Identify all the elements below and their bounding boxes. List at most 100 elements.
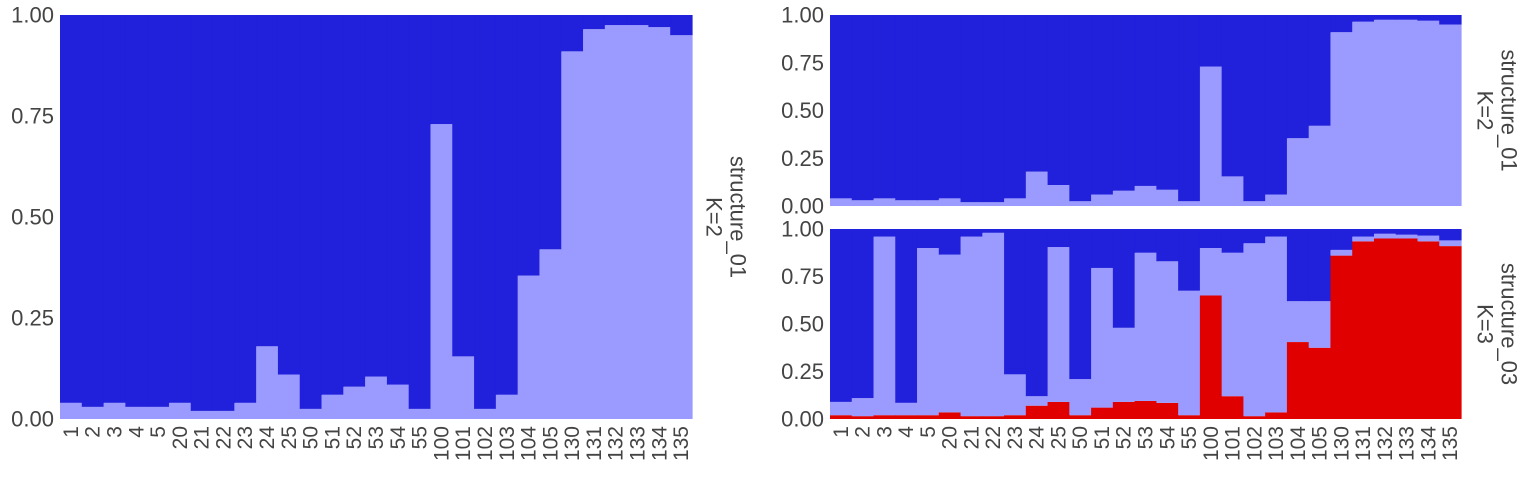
bar-segment-left-103-cluster1 bbox=[495, 15, 519, 395]
x-tick-label: 3 bbox=[103, 426, 126, 438]
bar-segment-right-bottom-130-cluster2 bbox=[1330, 249, 1353, 256]
y-tick-label: 1.00 bbox=[781, 217, 824, 242]
bar-segment-right-bottom-104-cluster2 bbox=[1286, 301, 1310, 343]
x-tick-label: 5 bbox=[917, 426, 940, 438]
bar-segment-left-102-cluster2 bbox=[474, 408, 497, 419]
x-tick-label: 134 bbox=[648, 426, 671, 461]
x-tick-label: 22 bbox=[982, 426, 1005, 449]
bar-segment-right-top-3-cluster1 bbox=[873, 15, 896, 199]
bar-segment-right-bottom-1-cluster3 bbox=[830, 415, 853, 419]
bar-segment-left-130-cluster1 bbox=[561, 15, 584, 52]
bar-segment-right-top-100-cluster1 bbox=[1199, 15, 1223, 67]
bar-segment-right-bottom-101-cluster2 bbox=[1221, 252, 1245, 397]
bar-segment-right-top-103-cluster2 bbox=[1265, 194, 1288, 206]
bar-segment-right-bottom-131-cluster1 bbox=[1352, 229, 1375, 237]
bar-segment-left-52-cluster1 bbox=[343, 15, 366, 387]
bar-segment-right-bottom-102-cluster1 bbox=[1243, 229, 1266, 244]
bar-segment-right-bottom-131-cluster2 bbox=[1352, 236, 1375, 242]
bar-segment-right-bottom-103-cluster1 bbox=[1265, 229, 1288, 237]
bar-segment-left-50-cluster1 bbox=[299, 15, 323, 409]
bar-segment-right-top-132-cluster1 bbox=[1373, 15, 1397, 20]
bar-segment-left-21-cluster1 bbox=[190, 15, 214, 411]
bar-segment-right-top-22-cluster1 bbox=[982, 15, 1005, 203]
bar-segment-right-bottom-133-cluster1 bbox=[1395, 229, 1419, 235]
y-tick-label: 0.75 bbox=[781, 50, 824, 75]
facet-strip-label: K=2 bbox=[702, 197, 727, 237]
bar-segment-right-top-133-cluster2 bbox=[1395, 19, 1419, 207]
bar-segment-right-top-24-cluster1 bbox=[1025, 15, 1049, 172]
bar-segment-right-top-130-cluster2 bbox=[1330, 32, 1353, 206]
bar-segment-right-top-2-cluster1 bbox=[851, 15, 875, 201]
y-tick-label: 0.50 bbox=[11, 205, 54, 230]
bar-segment-left-3-cluster1 bbox=[103, 15, 126, 403]
bar-segment-right-bottom-104-cluster3 bbox=[1286, 342, 1310, 419]
x-tick-label: 135 bbox=[1439, 426, 1462, 461]
x-tick-label: 20 bbox=[939, 426, 962, 449]
bar-segment-left-103-cluster2 bbox=[495, 394, 519, 419]
bar-segment-right-top-52-cluster2 bbox=[1112, 190, 1136, 206]
bar-segment-right-bottom-52-cluster1 bbox=[1112, 229, 1136, 328]
x-tick-label: 4 bbox=[895, 426, 918, 438]
bar-segment-left-100-cluster2 bbox=[430, 124, 453, 419]
bar-segment-right-bottom-135-cluster1 bbox=[1439, 229, 1462, 241]
y-tick-label: 0.50 bbox=[781, 98, 824, 123]
bar-segment-left-4-cluster2 bbox=[125, 406, 148, 419]
bar-segment-right-bottom-24-cluster1 bbox=[1025, 229, 1049, 397]
x-tick-label: 53 bbox=[1135, 426, 1158, 449]
bar-segment-right-top-5-cluster1 bbox=[917, 15, 940, 201]
bar-segment-left-50-cluster2 bbox=[299, 408, 323, 419]
bar-segment-right-top-54-cluster2 bbox=[1156, 189, 1179, 206]
bar-segment-left-53-cluster1 bbox=[365, 15, 388, 377]
x-tick-label: 50 bbox=[1069, 426, 1092, 449]
bar-segment-right-top-100-cluster2 bbox=[1199, 66, 1223, 206]
bar-segment-left-2-cluster2 bbox=[81, 406, 105, 419]
x-tick-label: 54 bbox=[387, 426, 410, 450]
bar-segment-right-bottom-3-cluster3 bbox=[873, 415, 896, 419]
bar-segment-left-133-cluster1 bbox=[626, 15, 650, 26]
bar-segment-right-bottom-24-cluster2 bbox=[1025, 396, 1049, 406]
bar-segment-right-top-131-cluster2 bbox=[1352, 21, 1375, 206]
bar-segment-right-bottom-25-cluster1 bbox=[1047, 229, 1070, 248]
bar-segment-left-54-cluster2 bbox=[386, 384, 410, 419]
bar-segment-left-104-cluster2 bbox=[517, 275, 541, 419]
bar-segment-right-top-132-cluster2 bbox=[1373, 19, 1397, 207]
bar-segment-left-132-cluster1 bbox=[604, 15, 628, 26]
bar-segment-left-3-cluster2 bbox=[103, 402, 126, 419]
bar-segment-right-top-24-cluster2 bbox=[1025, 171, 1049, 206]
bar-segment-right-bottom-132-cluster3 bbox=[1373, 238, 1397, 419]
y-tick-label: 0.25 bbox=[11, 306, 54, 331]
x-tick-label: 135 bbox=[670, 426, 693, 461]
bar-segment-right-top-51-cluster2 bbox=[1091, 194, 1114, 206]
bar-segment-left-100-cluster1 bbox=[430, 15, 453, 125]
bar-segment-right-top-4-cluster1 bbox=[895, 15, 918, 201]
x-tick-label: 134 bbox=[1417, 426, 1440, 461]
x-tick-label: 20 bbox=[169, 426, 192, 449]
right-bottom-plot-panel: 0.000.250.500.751.0012345202122232425505… bbox=[781, 217, 1521, 462]
x-tick-label: 21 bbox=[191, 426, 214, 449]
bar-segment-right-bottom-54-cluster2 bbox=[1156, 261, 1179, 403]
bar-segment-right-bottom-133-cluster2 bbox=[1395, 234, 1419, 239]
x-tick-label: 4 bbox=[125, 426, 148, 438]
left-plot-panel: 0.000.250.500.751.0012345202122232425505… bbox=[11, 3, 750, 462]
bar-segment-right-bottom-4-cluster3 bbox=[895, 415, 918, 419]
facet-strip-label: K=3 bbox=[1473, 304, 1498, 344]
bar-segment-right-bottom-25-cluster3 bbox=[1047, 401, 1070, 419]
bar-segment-right-top-101-cluster1 bbox=[1221, 15, 1245, 177]
bar-segment-right-top-55-cluster1 bbox=[1178, 15, 1201, 202]
x-tick-label: 54 bbox=[1156, 426, 1179, 450]
bar-segment-right-bottom-1-cluster1 bbox=[830, 229, 853, 402]
bar-segment-left-25-cluster1 bbox=[277, 15, 301, 375]
bar-segment-right-bottom-102-cluster2 bbox=[1243, 243, 1266, 417]
bar-segment-right-bottom-52-cluster2 bbox=[1112, 327, 1136, 402]
bar-segment-left-20-cluster1 bbox=[168, 15, 192, 403]
bar-segment-right-bottom-22-cluster1 bbox=[982, 229, 1005, 233]
right-top-plot-panel: 0.00 0.25 0.50 0.75 1.00 structure_01K=2 bbox=[781, 3, 1521, 219]
x-tick-label: 2 bbox=[82, 426, 105, 438]
facet-strip-label: structure_01 bbox=[726, 156, 751, 278]
bar-segment-left-132-cluster2 bbox=[604, 25, 628, 419]
bar-segment-right-top-4-cluster2 bbox=[895, 200, 918, 206]
bar-segment-left-24-cluster2 bbox=[256, 346, 279, 419]
bar-segment-right-bottom-53-cluster3 bbox=[1134, 400, 1157, 419]
x-tick-label: 51 bbox=[1091, 426, 1114, 449]
bar-segment-right-bottom-4-cluster1 bbox=[895, 229, 918, 403]
